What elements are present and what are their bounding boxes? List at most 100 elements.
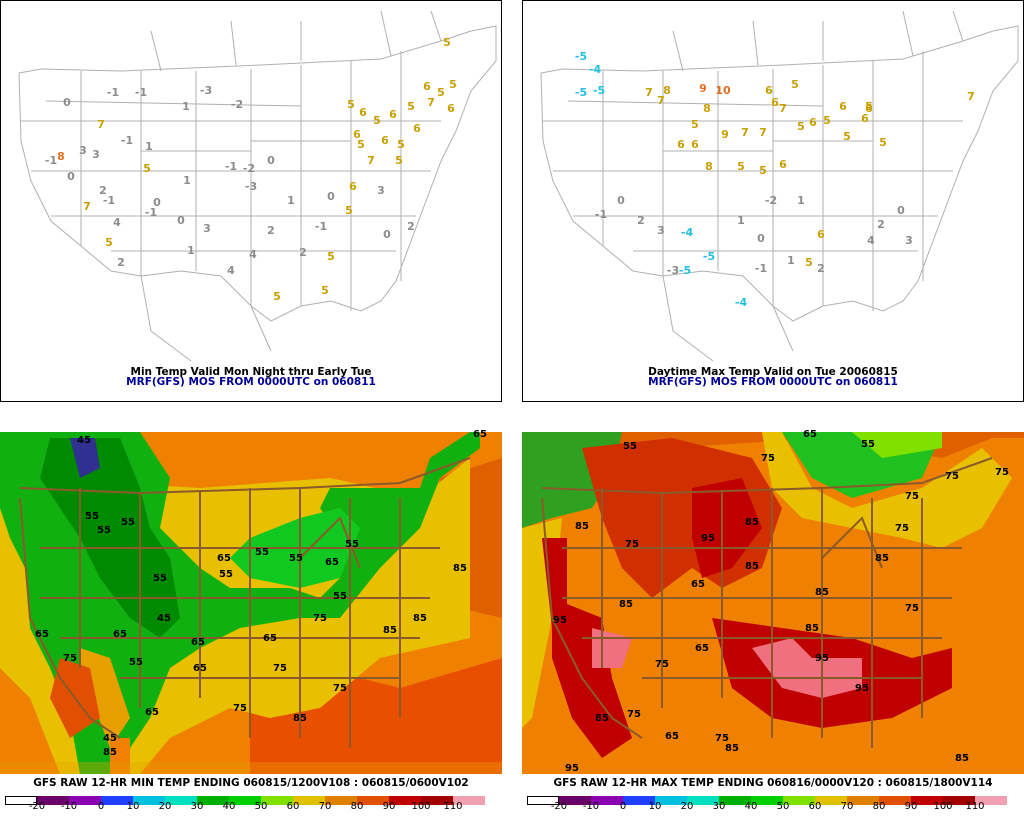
min-temp-station-value: 6: [359, 106, 367, 119]
min-temp-station-value: -1: [145, 206, 157, 219]
min-temp-station-value: 6: [381, 134, 389, 147]
max-temp-station-value: 7: [967, 90, 975, 103]
min-temp-contour-label: 55: [153, 573, 167, 584]
min-temp-contour-label: 85: [453, 563, 467, 574]
min-temp-station-value: 3: [92, 148, 100, 161]
max-temp-contour-label: 95: [565, 763, 579, 774]
max-temp-contour-label: 75: [627, 709, 641, 720]
max-temp-station-value: -3: [667, 264, 679, 277]
min-temp-station-value: 1: [145, 140, 153, 153]
panel-gfs-min-temp: 65 45 55 55 55 65 55 55 55 65 55 65 55 65 75 45 45 85 65 75…: [0, 418, 502, 819]
min-temp-station-value: 2: [99, 184, 107, 197]
min-temp-contour-label: 55: [97, 525, 111, 536]
colorbar-tick-label: -10: [582, 801, 600, 812]
panel-gfs-max-temp: 65 55 55 75 85 95 85 85 75 75 65 85 95 85 75 85 75 65 85 95…: [522, 418, 1024, 819]
max-temp-station-value: 8: [705, 160, 713, 173]
max-temp-contour-label: 85: [725, 743, 739, 754]
max-temp-contour-label: 85: [875, 553, 889, 564]
min-temp-contour-label: 75: [63, 653, 77, 664]
colorbar-swatch: [453, 796, 485, 805]
min-temp-contour-label: 55: [85, 511, 99, 522]
colorbar-tick-label: 70: [318, 801, 332, 812]
max-temp-contour-label: 75: [895, 523, 909, 534]
max-temp-station-value: 5: [691, 118, 699, 131]
colorbar-max-ticks: -20 -10 0 10 20 30 40 50 60 70 80 90 100 110: [522, 801, 1024, 815]
max-temp-contour-label: 95: [553, 615, 567, 626]
max-temp-station-value: 7: [779, 102, 787, 115]
max-temp-contour-label: 75: [945, 471, 959, 482]
min-temp-station-value: 6: [447, 102, 455, 115]
min-temp-station-value: 5: [327, 250, 335, 263]
min-temp-contour-label: 55: [129, 657, 143, 668]
max-temp-station-value: 6: [839, 100, 847, 113]
max-temp-station-value: 8: [703, 102, 711, 115]
min-temp-station-value: 7: [427, 96, 435, 109]
max-temp-contour-label: 65: [691, 579, 705, 590]
max-temp-station-value: 5: [879, 136, 887, 149]
min-temp-station-value: 5: [397, 138, 405, 151]
min-temp-station-value: -1: [107, 86, 119, 99]
max-temp-station-value: 6: [771, 96, 779, 109]
colorbar-tick-label: 30: [712, 801, 726, 812]
colorbar-swatch: [325, 796, 357, 805]
min-temp-station-value: 3: [377, 184, 385, 197]
max-temp-station-value: 5: [797, 120, 805, 133]
min-temp-station-value: 5: [449, 78, 457, 91]
colorbar-swatch: [847, 796, 879, 805]
colorbar-tick-label: 0: [619, 801, 627, 812]
max-temp-station-value: 2: [877, 218, 885, 231]
colorbar-tick-label: -20: [28, 801, 46, 812]
max-temp-station-value: 4: [867, 234, 875, 247]
min-temp-station-value: -2: [243, 162, 255, 175]
max-temp-station-value: 5: [759, 164, 767, 177]
min-temp-station-value: 5: [347, 98, 355, 111]
colorbar-swatch: [719, 796, 751, 805]
min-temp-contour-label: 65: [325, 557, 339, 568]
max-temp-contour-label: 85: [575, 521, 589, 532]
max-temp-contour-label: 55: [623, 441, 637, 452]
max-temp-station-value: 6: [765, 84, 773, 97]
max-temp-contour-label: 95: [815, 653, 829, 664]
min-temp-station-value: 0: [267, 154, 275, 167]
colorbar-swatch: [975, 796, 1007, 805]
min-temp-contour-label: 55: [255, 547, 269, 558]
colorbar-swatch: [783, 796, 815, 805]
colorbar-swatch: [559, 796, 591, 805]
min-temp-contour-label: 85: [413, 613, 427, 624]
min-temp-station-value: 7: [83, 200, 91, 213]
colorbar-swatch: [293, 796, 325, 805]
max-temp-station-value: 7: [645, 86, 653, 99]
min-temp-mos-title: Min Temp Valid Mon Night thru Early Tue: [130, 366, 372, 378]
colorbar-tick-label: 30: [190, 801, 204, 812]
max-temp-station-value: -1: [595, 208, 607, 221]
max-temp-station-value: 2: [637, 214, 645, 227]
colorbar-swatch: [261, 796, 293, 805]
max-temp-station-value: -4: [735, 296, 748, 309]
min-temp-contour-label: 75: [273, 663, 287, 674]
max-temp-station-value: 2: [817, 262, 825, 275]
max-temp-station-value: 9: [699, 82, 707, 95]
min-temp-station-value: 2: [299, 246, 307, 259]
max-temp-station-value: -5: [575, 50, 587, 63]
colorbar-swatch: [165, 796, 197, 805]
min-temp-station-value: -1: [45, 154, 57, 167]
colorbar-swatch: [37, 796, 69, 805]
min-temp-station-value: 5: [407, 100, 415, 113]
max-temp-station-value: 0: [897, 204, 905, 217]
min-temp-station-value: 5: [395, 154, 403, 167]
min-temp-station-value: 5: [105, 236, 113, 249]
gfs-max-temp-labels: 6555557585958585757565859585758575658595…: [553, 429, 1009, 774]
max-temp-mos-subtitle: MRF(GFS) MOS FROM 0000UTC on 060811: [648, 376, 898, 388]
max-temp-station-value: -5: [575, 86, 587, 99]
colorbar-tick-label: 80: [872, 801, 886, 812]
colorbar-tick-label: 70: [840, 801, 854, 812]
min-temp-station-value: -1: [135, 86, 147, 99]
max-temp-mos-title: Daytime Max Temp Valid on Tue 20060815: [648, 366, 898, 378]
max-temp-station-value: 6: [809, 116, 817, 129]
colorbar-swatch: [591, 796, 623, 805]
min-temp-contour-label: 65: [217, 553, 231, 564]
gfs-max-temp-title: GFS RAW 12-HR MAX TEMP ENDING 060816/000…: [553, 777, 993, 789]
max-temp-station-value: 5: [805, 256, 813, 269]
max-temp-station-value: -2: [765, 194, 777, 207]
